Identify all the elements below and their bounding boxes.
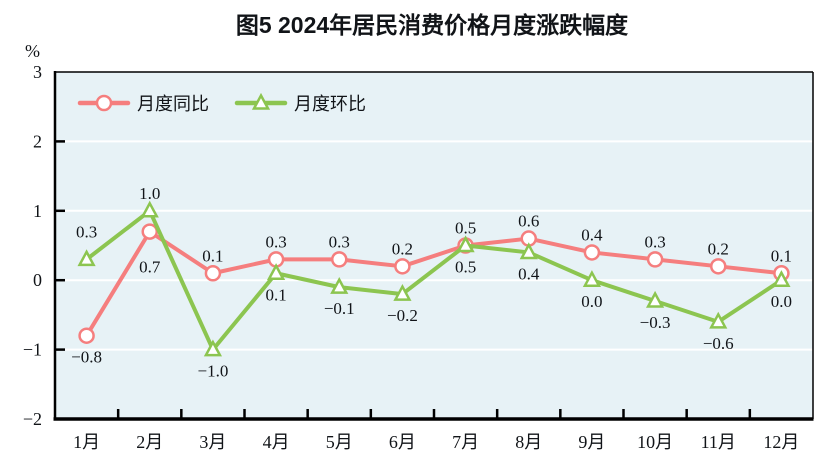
data-label-mom: −0.2 — [387, 306, 418, 325]
data-point-circle-marker — [204, 265, 222, 282]
y-tick-label: 0 — [33, 270, 42, 290]
data-point-triangle-marker — [519, 242, 538, 260]
data-point-triangle-marker — [266, 263, 286, 281]
data-label-mom: 1.0 — [139, 184, 160, 203]
x-tick-label: 2月 — [136, 432, 163, 452]
data-point-triangle-marker — [330, 277, 349, 294]
data-label-mom: 0.3 — [76, 222, 97, 241]
data-label-mom: 0.0 — [771, 292, 792, 311]
data-label-yoy: 0.5 — [455, 219, 476, 238]
x-tick-label: 11月 — [701, 432, 736, 452]
data-point-circle-marker — [646, 251, 664, 268]
data-point-triangle-marker — [582, 270, 602, 287]
x-tick-label: 10月 — [637, 432, 673, 452]
data-point-circle-marker — [78, 327, 95, 344]
data-label-mom: −0.3 — [640, 313, 671, 332]
data-point-triangle-marker — [140, 200, 159, 218]
data-label-yoy: 0.2 — [708, 239, 729, 258]
data-point-triangle-marker — [393, 283, 412, 301]
chart-title: 图5 2024年居民消费价格月度涨跌幅度 — [236, 12, 629, 38]
data-point-triangle-marker — [645, 290, 665, 308]
x-tick-label: 8月 — [515, 432, 542, 452]
data-label-yoy: 0.2 — [392, 239, 413, 258]
x-tick-label: 3月 — [199, 432, 226, 452]
data-label-yoy: 0.3 — [644, 232, 665, 251]
series-line-yoy — [84, 229, 784, 338]
legend-label-yoy: 月度同比 — [137, 94, 209, 114]
y-tick-label: −2 — [23, 409, 42, 429]
data-point-triangle-marker — [772, 270, 791, 287]
data-label-mom: 0.1 — [265, 285, 286, 304]
data-point-triangle-marker — [203, 339, 223, 357]
data-label-yoy: 0.6 — [518, 212, 539, 231]
data-point-triangle-marker — [709, 311, 728, 329]
data-label-mom: 0.5 — [455, 258, 476, 277]
x-tick-label: 6月 — [389, 432, 416, 452]
data-label-yoy: 0.4 — [581, 225, 603, 244]
x-tick-label: 1月 — [73, 432, 100, 452]
data-label-yoy: −0.8 — [71, 348, 102, 367]
data-point-circle-marker — [394, 258, 411, 275]
data-point-triangle-marker — [77, 249, 96, 267]
data-point-circle-marker — [583, 244, 601, 261]
data-label-mom: 0.0 — [581, 292, 602, 311]
data-label-mom: −0.6 — [703, 334, 734, 353]
data-label-yoy: 0.7 — [139, 258, 161, 277]
data-point-circle-marker — [95, 94, 113, 112]
plot-background — [55, 72, 813, 419]
data-label-yoy: 0.1 — [202, 246, 223, 265]
data-label-yoy: 0.3 — [265, 232, 286, 251]
legend-label-mom: 月度环比 — [294, 94, 366, 114]
series-line-mom — [84, 208, 784, 352]
data-label-yoy: 0.1 — [771, 246, 792, 265]
y-tick-label: 3 — [33, 62, 42, 82]
data-point-circle-marker — [331, 251, 348, 268]
y-axis-unit-label: % — [25, 41, 40, 61]
data-point-circle-marker — [710, 258, 727, 275]
data-label-mom: 0.4 — [518, 264, 540, 283]
x-tick-label: 7月 — [452, 432, 479, 452]
data-point-circle-marker — [141, 223, 158, 240]
y-tick-label: 1 — [33, 201, 42, 221]
data-point-triangle-marker — [251, 92, 271, 110]
plot-area: 3 2 1 0 −1 −2 1月 2月 3月 4月 5月 6月 7月 8月 9月 10月 11月 12月 −0.8 0… — [23, 62, 814, 452]
data-label-yoy: 0.3 — [329, 232, 350, 251]
data-point-triangle-marker — [456, 235, 475, 253]
y-tick-label: −1 — [23, 340, 42, 360]
x-tick-label: 5月 — [326, 432, 353, 452]
data-label-mom: −1.0 — [197, 362, 228, 381]
data-label-mom: −0.1 — [324, 299, 355, 318]
x-tick-label: 12月 — [763, 432, 799, 452]
y-tick-label: 2 — [33, 131, 42, 151]
x-tick-label: 9月 — [578, 432, 605, 452]
x-tick-label: 4月 — [263, 432, 290, 452]
